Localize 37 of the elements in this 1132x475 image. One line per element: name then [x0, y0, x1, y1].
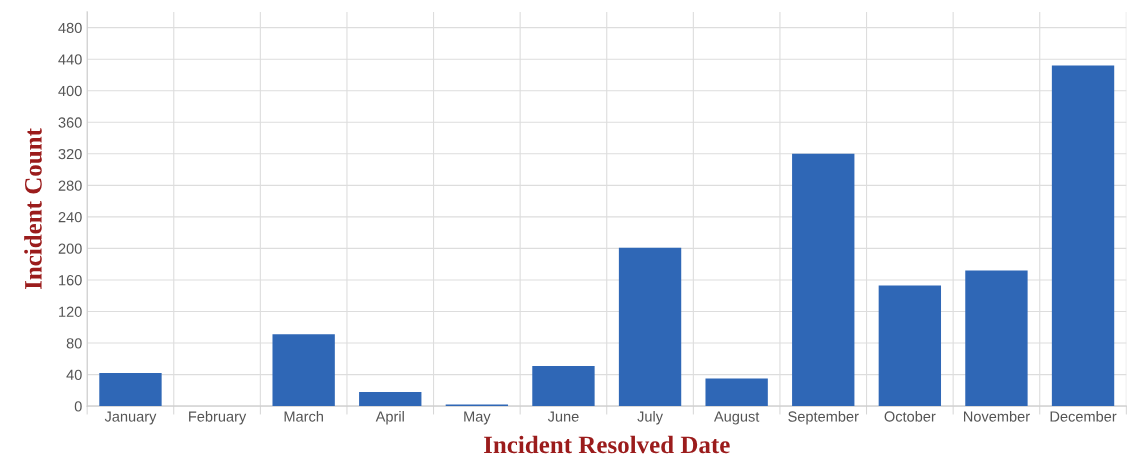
- y-tick-label: 360: [58, 117, 82, 128]
- bar: [359, 391, 422, 407]
- bar: [532, 365, 595, 407]
- x-tick-label: January: [104, 411, 157, 425]
- y-tick-label: 480: [58, 22, 82, 34]
- x-tick-label: October: [884, 410, 936, 422]
- x-axis-title: Incident Resolved Date: [483, 435, 730, 454]
- y-tick-label: 320: [58, 148, 82, 160]
- x-tick-label: July: [637, 410, 663, 425]
- y-tick-label: 0: [74, 401, 82, 412]
- y-tick-label: 240: [58, 211, 82, 223]
- x-tick-label: November: [964, 410, 1030, 422]
- bar: [878, 285, 942, 407]
- x-tick-label: March: [284, 410, 323, 422]
- y-tick-label: 280: [58, 180, 82, 191]
- bar: [272, 334, 335, 407]
- x-tick-label: September: [788, 410, 859, 425]
- x-tick-label: February: [189, 410, 247, 425]
- y-tick-label: 440: [58, 54, 82, 65]
- bar: [99, 373, 162, 407]
- x-tick-label: May: [464, 411, 491, 425]
- bar: [705, 378, 768, 407]
- y-axis-title: Incident Count: [24, 128, 42, 290]
- x-tick-label: April: [375, 410, 404, 425]
- y-tick-label: 200: [58, 243, 82, 254]
- y-tick-label: 80: [66, 338, 82, 349]
- y-tick-label: 160: [59, 275, 82, 286]
- y-tick-label: 120: [59, 306, 82, 317]
- bar: [618, 247, 682, 407]
- bar: [1051, 65, 1115, 407]
- y-tick-label: 400: [58, 85, 82, 97]
- y-tick-label: 40: [66, 369, 82, 381]
- bar: [965, 270, 1028, 407]
- x-tick-label: August: [713, 411, 760, 425]
- x-tick-label: June: [547, 411, 579, 422]
- bar: [792, 153, 855, 407]
- x-tick-label: December: [1050, 410, 1117, 422]
